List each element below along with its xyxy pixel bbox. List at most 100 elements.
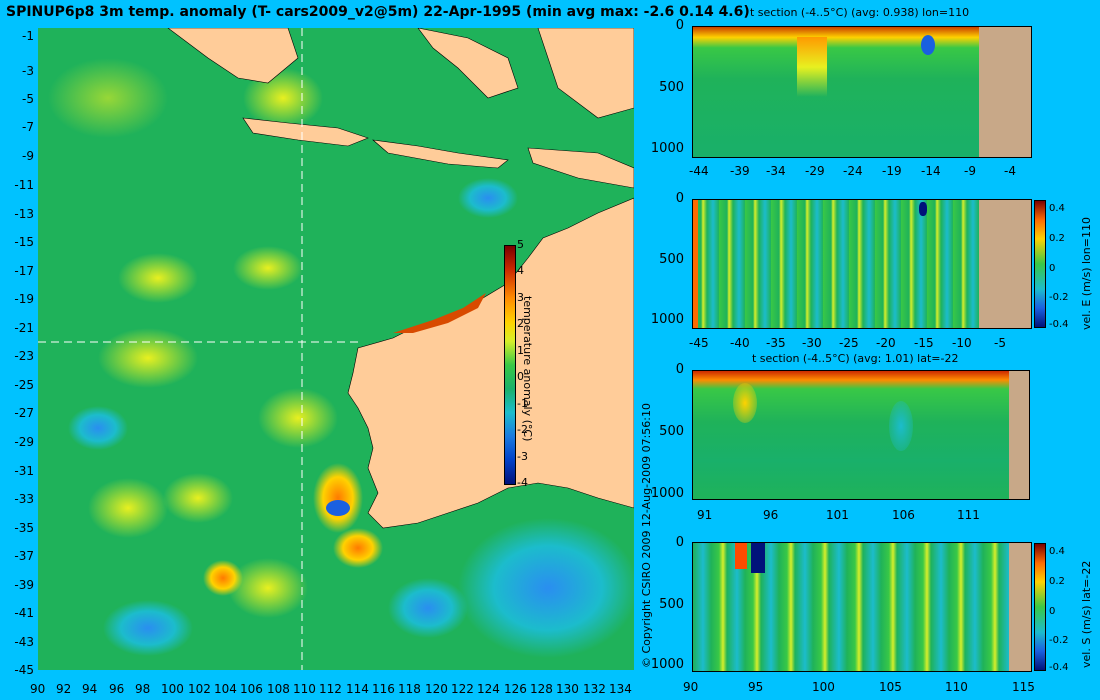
lat-tick: -43 — [14, 635, 34, 649]
panel1-warm-plume — [797, 37, 827, 97]
lat-tick: -23 — [14, 349, 34, 363]
temperature-anomaly-map[interactable] — [38, 28, 634, 670]
colorbar-tick: 5 — [517, 238, 524, 251]
panel4-xtick: 105 — [879, 680, 902, 694]
panel3-title: t section (-4..5°C) (avg: 1.01) lat=-22 — [752, 352, 959, 365]
panel2-cb-tick: -0.4 — [1049, 319, 1069, 330]
panel1-ytick: 0 — [675, 18, 684, 33]
panel4-xtick: 115 — [1012, 680, 1035, 694]
lat-tick: -27 — [14, 406, 34, 420]
panel4-xtick: 110 — [945, 680, 968, 694]
panel2-xtick: -25 — [839, 336, 859, 350]
panel2-colorbar — [1034, 200, 1046, 328]
lon-tick: 116 — [372, 682, 395, 696]
panel4-vel-s-section[interactable] — [692, 542, 1032, 672]
lon-tick: 120 — [425, 682, 448, 696]
lat-tick: -11 — [14, 178, 34, 192]
lat-tick: -41 — [14, 606, 34, 620]
panel3-ytick: 0 — [675, 362, 684, 377]
panel2-cb-tick: -0.2 — [1049, 292, 1069, 303]
lat-tick: -17 — [14, 264, 34, 278]
lat-tick: -9 — [22, 149, 34, 163]
panel3-xtick: 101 — [826, 508, 849, 522]
panel1-xtick: -14 — [921, 164, 941, 178]
lat-tick: -45 — [14, 663, 34, 677]
lon-tick: 114 — [346, 682, 369, 696]
panel2-side-label: vel. E (m/s) lon=110 — [1080, 217, 1093, 330]
lon-tick: 104 — [214, 682, 237, 696]
lon-tick: 130 — [556, 682, 579, 696]
lat-tick: -25 — [14, 378, 34, 392]
panel1-title: t section (-4..5°C) (avg: 0.938) lon=110 — [750, 6, 970, 19]
panel2-cb-tick: 0 — [1049, 263, 1056, 274]
panel4-ytick: 500 — [659, 597, 684, 612]
panel4-xtick: 90 — [683, 680, 699, 694]
lon-tick: 128 — [530, 682, 553, 696]
panel2-xtick: -40 — [730, 336, 750, 350]
lat-tick: -35 — [14, 521, 34, 535]
panel3-land — [1009, 371, 1029, 499]
lat-tick: -33 — [14, 492, 34, 506]
lon-tick: 112 — [319, 682, 342, 696]
lat-tick: -5 — [22, 92, 34, 106]
panel1-ytick: 1000 — [650, 141, 684, 156]
lon-tick: 110 — [293, 682, 316, 696]
panel1-xtick: -19 — [882, 164, 902, 178]
lat-tick: -31 — [14, 464, 34, 478]
panel1-t-section-lon[interactable] — [692, 26, 1032, 158]
panel1-xtick: -29 — [805, 164, 825, 178]
panel2-edge-jet — [693, 200, 698, 328]
panel4-cb-tick: -0.4 — [1049, 662, 1069, 673]
panel4-cb-tick: 0 — [1049, 606, 1056, 617]
lat-tick: -7 — [22, 120, 34, 134]
panel2-ytick: 0 — [675, 191, 684, 206]
panel3-t-section-lat[interactable] — [692, 370, 1030, 500]
panel2-xtick: -35 — [766, 336, 786, 350]
colorbar-tick: 4 — [517, 264, 524, 277]
lon-tick: 132 — [583, 682, 606, 696]
panel4-xtick: 100 — [812, 680, 835, 694]
lon-tick: 108 — [267, 682, 290, 696]
panel1-xtick: -34 — [766, 164, 786, 178]
panel3-ytick: 1000 — [650, 486, 684, 501]
lat-tick: -37 — [14, 549, 34, 563]
panel4-cb-tick: 0.4 — [1049, 546, 1065, 557]
panel4-northward-jet — [751, 543, 765, 573]
panel1-ytick: 500 — [659, 80, 684, 95]
panel4-ytick: 1000 — [650, 657, 684, 672]
panel4-colorbar — [1034, 543, 1046, 671]
indonesia-land — [167, 28, 299, 84]
panel3-xtick: 91 — [697, 508, 713, 522]
map-canvas — [38, 28, 634, 670]
panel3-xtick: 111 — [957, 508, 980, 522]
lon-tick: 96 — [109, 682, 125, 696]
panel2-cb-tick: 0.2 — [1049, 233, 1065, 244]
colorbar-tick: 1 — [517, 344, 524, 357]
panel1-xtick: -44 — [689, 164, 709, 178]
lon-tick: 90 — [30, 682, 46, 696]
map-colorbar — [504, 245, 516, 485]
panel1-xtick: -9 — [964, 164, 976, 178]
lat-tick: -15 — [14, 235, 34, 249]
panel4-southward-jet — [735, 543, 747, 569]
panel2-vel-e-section[interactable] — [692, 199, 1032, 329]
panel1-cold-anomaly — [921, 35, 935, 55]
lat-tick: -21 — [14, 321, 34, 335]
panel2-strong-flow — [919, 202, 927, 216]
lon-tick: 92 — [56, 682, 72, 696]
colorbar-tick: -1 — [517, 397, 528, 410]
colorbar-tick: -4 — [517, 476, 528, 489]
lat-tick: -29 — [14, 435, 34, 449]
panel3-xtick: 96 — [763, 508, 779, 522]
panel2-ytick: 1000 — [650, 312, 684, 327]
lat-tick: -1 — [22, 29, 34, 43]
panel2-xtick: -20 — [876, 336, 896, 350]
panel2-xtick: -5 — [994, 336, 1006, 350]
lat-tick: -39 — [14, 578, 34, 592]
panel2-xtick: -15 — [914, 336, 934, 350]
panel4-side-label: vel. S (m/s) lat=-22 — [1080, 560, 1093, 668]
lon-tick: 126 — [504, 682, 527, 696]
panel2-xtick: -10 — [952, 336, 972, 350]
panel4-cb-tick: 0.2 — [1049, 576, 1065, 587]
